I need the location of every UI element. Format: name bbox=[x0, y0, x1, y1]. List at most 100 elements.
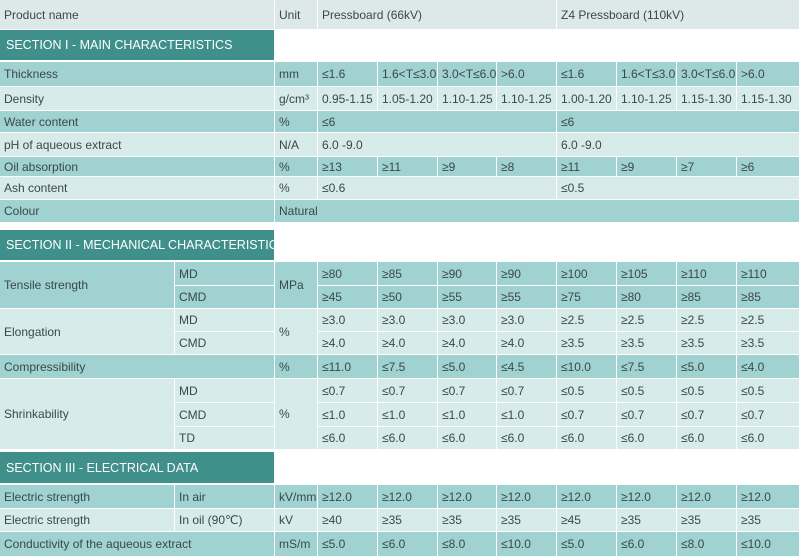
value-cell: 1.00-1.20 bbox=[557, 87, 616, 110]
value-cell: ≤8.0 bbox=[677, 532, 736, 556]
value-cell: ≤5.0 bbox=[438, 355, 496, 378]
value-cell: ≥4.0 bbox=[497, 332, 556, 354]
value-cell: ≥3.5 bbox=[677, 332, 736, 354]
value-cell: ≥35 bbox=[737, 509, 799, 531]
row-name: Shrinkability bbox=[0, 379, 174, 449]
value-cell: 3.0<T≤6.0 bbox=[677, 62, 736, 86]
value-cell: ≥3.0 bbox=[318, 309, 377, 331]
unit-cell: mS/m bbox=[275, 532, 317, 556]
value-cell: ≥3.5 bbox=[557, 332, 616, 354]
value-cell: ≤0.7 bbox=[318, 379, 377, 402]
value-cell: 6.0 -9.0 bbox=[557, 133, 799, 156]
value-cell: ≥3.0 bbox=[378, 309, 437, 331]
value-cell: ≥55 bbox=[438, 286, 496, 308]
row-name: Thickness bbox=[0, 62, 274, 86]
value-cell: ≤8.0 bbox=[438, 532, 496, 556]
value-cell: ≥80 bbox=[617, 286, 676, 308]
sub-label: MD bbox=[175, 262, 274, 285]
row-name: pH of aqueous extract bbox=[0, 133, 274, 156]
value-cell: ≥8 bbox=[497, 157, 556, 176]
value-cell: ≥90 bbox=[438, 262, 496, 285]
value-cell: ≤1.0 bbox=[497, 403, 556, 426]
value-cell: ≥6 bbox=[737, 157, 799, 176]
value-cell: ≥100 bbox=[557, 262, 616, 285]
value-cell: ≤6.0 bbox=[617, 427, 676, 449]
value-cell: ≤0.7 bbox=[737, 403, 799, 426]
value-cell: ≥11 bbox=[378, 157, 437, 176]
value-cell: ≥12.0 bbox=[497, 485, 556, 508]
condition: In air bbox=[175, 485, 274, 508]
value-cell: ≥3.0 bbox=[438, 309, 496, 331]
value-cell: ≤0.5 bbox=[737, 379, 799, 402]
value-cell: ≤6 bbox=[318, 111, 556, 132]
value-cell: ≥12.0 bbox=[378, 485, 437, 508]
value-cell: ≤1.0 bbox=[438, 403, 496, 426]
value-cell: >6.0 bbox=[737, 62, 799, 86]
unit-cell: % bbox=[275, 111, 317, 132]
value-cell: ≤0.7 bbox=[438, 379, 496, 402]
value-cell: ≤10.0 bbox=[497, 532, 556, 556]
value-cell: ≤6.0 bbox=[617, 532, 676, 556]
value-cell: ≤1.0 bbox=[378, 403, 437, 426]
header-cell: Pressboard (66kV) bbox=[318, 0, 556, 29]
value-cell: ≥80 bbox=[318, 262, 377, 285]
sub-label: CMD bbox=[175, 403, 274, 426]
value-cell: ≥13 bbox=[318, 157, 377, 176]
header-cell: Product name bbox=[0, 0, 274, 29]
value-cell: ≤7.5 bbox=[378, 355, 437, 378]
value-cell: ≥2.5 bbox=[617, 309, 676, 331]
value-cell: ≤0.6 bbox=[318, 177, 556, 199]
header-cell: Unit bbox=[275, 0, 317, 29]
value-cell: 1.10-1.25 bbox=[497, 87, 556, 110]
value-cell: ≤4.0 bbox=[737, 355, 799, 378]
value-cell: ≥110 bbox=[737, 262, 799, 285]
section-title: SECTION II - MECHANICAL CHARACTERISTICS bbox=[0, 230, 274, 260]
unit-cell: kV bbox=[275, 509, 317, 531]
unit-cell: % bbox=[275, 355, 317, 378]
value-cell: ≤0.5 bbox=[677, 379, 736, 402]
value-cell: 1.6<T≤3.0 bbox=[378, 62, 437, 86]
value-cell: ≥12.0 bbox=[438, 485, 496, 508]
value-cell: ≤10.0 bbox=[737, 532, 799, 556]
unit-cell: kV/mm bbox=[275, 485, 317, 508]
value-cell: ≥50 bbox=[378, 286, 437, 308]
unit-cell: % bbox=[275, 157, 317, 176]
value-cell: ≥75 bbox=[557, 286, 616, 308]
value-cell: ≤1.6 bbox=[318, 62, 377, 86]
value-cell: ≤0.7 bbox=[497, 379, 556, 402]
value-cell: ≤0.5 bbox=[557, 177, 799, 199]
row-name: Conductivity of the aqueous extract bbox=[0, 532, 274, 556]
value-cell: ≥9 bbox=[617, 157, 676, 176]
value-cell: ≥2.5 bbox=[737, 309, 799, 331]
value-cell: 3.0<T≤6.0 bbox=[438, 62, 496, 86]
value-cell: ≥85 bbox=[737, 286, 799, 308]
value-cell: ≥12.0 bbox=[737, 485, 799, 508]
value-cell: ≥3.5 bbox=[737, 332, 799, 354]
value-cell: ≤6.0 bbox=[318, 427, 377, 449]
value-cell: 6.0 -9.0 bbox=[318, 133, 556, 156]
value-cell: ≤6.0 bbox=[737, 427, 799, 449]
value-cell: ≤11.0 bbox=[318, 355, 377, 378]
sub-label: MD bbox=[175, 309, 274, 331]
value-cell: ≤0.5 bbox=[617, 379, 676, 402]
value-cell: 1.15-1.30 bbox=[737, 87, 799, 110]
value-cell: 1.10-1.25 bbox=[617, 87, 676, 110]
value-cell: ≥3.0 bbox=[497, 309, 556, 331]
value-cell: ≥35 bbox=[378, 509, 437, 531]
value-cell: ≥110 bbox=[677, 262, 736, 285]
row-name: Ash content bbox=[0, 177, 274, 199]
value-cell: ≤6 bbox=[557, 111, 799, 132]
value-cell: ≥35 bbox=[677, 509, 736, 531]
value-cell: ≤10.0 bbox=[557, 355, 616, 378]
value-cell: ≥45 bbox=[557, 509, 616, 531]
value-cell: ≥4.0 bbox=[378, 332, 437, 354]
value-cell: ≥2.5 bbox=[557, 309, 616, 331]
value-cell: ≤5.0 bbox=[318, 532, 377, 556]
row-name: Electric strength bbox=[0, 485, 174, 508]
unit-cell: % bbox=[275, 379, 317, 449]
value-cell: ≤5.0 bbox=[557, 532, 616, 556]
sub-label: CMD bbox=[175, 332, 274, 354]
value-cell: ≥35 bbox=[497, 509, 556, 531]
value-cell: ≤0.7 bbox=[677, 403, 736, 426]
section-title: SECTION III - ELECTRICAL DATA bbox=[0, 452, 274, 483]
